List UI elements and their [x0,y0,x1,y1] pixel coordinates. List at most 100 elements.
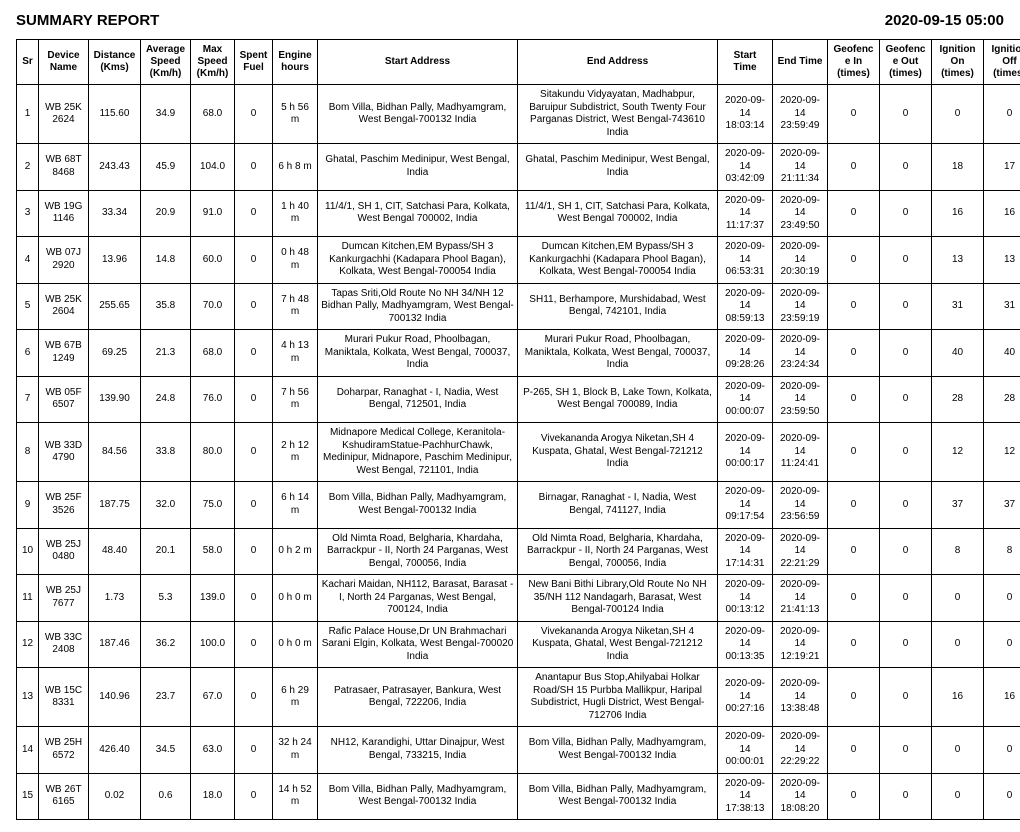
table-cell: 0 [932,621,984,668]
table-row: 8WB 33D 479084.5633.880.002 h 12 mMidnap… [17,423,1020,482]
table-cell: Midnapore Medical College, Keranitola-Ks… [318,423,518,482]
table-cell: 0 [880,85,932,144]
col-endaddr: End Address [518,40,718,85]
table-cell: 0 [828,575,880,622]
table-cell: 0 [880,773,932,820]
table-cell: 0 [235,621,273,668]
table-cell: New Bani Bithi Library,Old Route No NH 3… [518,575,718,622]
table-cell: 5 h 56 m [273,85,318,144]
table-cell: 36.2 [141,621,191,668]
table-cell: 0 [235,773,273,820]
table-cell: 140.96 [89,668,141,727]
table-cell: 0.6 [141,773,191,820]
table-cell: Bom Villa, Bidhan Pally, Madhyamgram, We… [318,85,518,144]
col-fuel: Spent Fuel [235,40,273,85]
table-cell: 0 [828,330,880,377]
table-cell: 0 [932,727,984,774]
table-cell: 69.25 [89,330,141,377]
col-ignon: Ignition On (times) [932,40,984,85]
table-cell: 7 [17,376,39,423]
table-cell: 2020-09-14 09:17:54 [718,482,773,529]
table-cell: Rafic Palace House,Dr UN Brahmachari Sar… [318,621,518,668]
table-cell: 0 [828,668,880,727]
table-cell: Dumcan Kitchen,EM Bypass/SH 3 Kankurgach… [518,237,718,284]
col-maxspeed: Max Speed (Km/h) [191,40,235,85]
table-cell: Ghatal, Paschim Medinipur, West Bengal, … [518,144,718,191]
table-cell: 0 [235,85,273,144]
col-distance: Distance (Kms) [89,40,141,85]
table-cell: Old Nimta Road, Belgharia, Khardaha, Bar… [518,528,718,575]
table-cell: 45.9 [141,144,191,191]
table-cell: 34.5 [141,727,191,774]
table-cell: 0 [828,376,880,423]
table-cell: 115.60 [89,85,141,144]
table-cell: WB 05F 6507 [39,376,89,423]
table-cell: 0 [932,575,984,622]
table-cell: 11/4/1, SH 1, CIT, Satchasi Para, Kolkat… [318,190,518,237]
table-cell: 0 [828,773,880,820]
table-cell: 31 [984,283,1020,330]
table-cell: WB 25J 0480 [39,528,89,575]
table-cell: Old Nimta Road, Belgharia, Khardaha, Bar… [318,528,518,575]
col-engine: Engine hours [273,40,318,85]
page-title: SUMMARY REPORT [16,12,159,29]
table-cell: Murari Pukur Road, Phoolbagan, Maniktala… [318,330,518,377]
table-cell: 243.43 [89,144,141,191]
table-cell: 2020-09-14 21:11:34 [773,144,828,191]
table-cell: 2020-09-14 23:59:49 [773,85,828,144]
table-cell: WB 15C 8331 [39,668,89,727]
table-cell: Patrasaer, Patrasayer, Bankura, West Ben… [318,668,518,727]
table-cell: 0 [235,727,273,774]
table-cell: 0 [984,621,1020,668]
table-cell: 187.75 [89,482,141,529]
table-cell: 0 [880,482,932,529]
table-cell: Bom Villa, Bidhan Pally, Madhyamgram, We… [518,773,718,820]
table-cell: 5 [17,283,39,330]
col-sr: Sr [17,40,39,85]
table-cell: 2020-09-14 11:17:37 [718,190,773,237]
table-cell: 0 [828,190,880,237]
table-cell: 16 [932,190,984,237]
table-cell: 2020-09-14 11:24:41 [773,423,828,482]
page-datetime: 2020-09-15 05:00 [885,12,1004,29]
table-cell: 2020-09-14 18:03:14 [718,85,773,144]
table-cell: 0 [984,575,1020,622]
table-cell: 58.0 [191,528,235,575]
table-cell: P-265, SH 1, Block B, Lake Town, Kolkata… [518,376,718,423]
table-row: 11WB 25J 76771.735.3139.000 h 0 mKachari… [17,575,1020,622]
table-cell: 2020-09-14 12:19:21 [773,621,828,668]
table-cell: 12 [984,423,1020,482]
table-cell: 75.0 [191,482,235,529]
table-cell: 20.9 [141,190,191,237]
table-cell: 33.8 [141,423,191,482]
table-row: 6WB 67B 124969.2521.368.004 h 13 mMurari… [17,330,1020,377]
table-cell: 0 [880,575,932,622]
table-cell: 0 [235,283,273,330]
table-cell: 0 h 0 m [273,621,318,668]
table-cell: Doharpar, Ranaghat - I, Nadia, West Beng… [318,376,518,423]
table-cell: WB 26T 6165 [39,773,89,820]
table-cell: 0 [880,423,932,482]
table-cell: 0 [828,482,880,529]
table-cell: 0 [880,190,932,237]
table-cell: 11 [17,575,39,622]
table-cell: WB 25F 3526 [39,482,89,529]
table-cell: 48.40 [89,528,141,575]
table-cell: 76.0 [191,376,235,423]
table-cell: 2020-09-14 23:24:34 [773,330,828,377]
table-cell: NH12, Karandighi, Uttar Dinajpur, West B… [318,727,518,774]
table-cell: 0 [235,423,273,482]
table-row: 12WB 33C 2408187.4636.2100.000 h 0 mRafi… [17,621,1020,668]
table-cell: 139.0 [191,575,235,622]
table-cell: 2020-09-14 00:00:01 [718,727,773,774]
table-cell: 0 [880,144,932,191]
table-cell: 0 [235,190,273,237]
table-cell: 8 [932,528,984,575]
table-cell: 0 h 2 m [273,528,318,575]
table-header-row: Sr Device Name Distance (Kms) Average Sp… [17,40,1020,85]
table-cell: 15 [17,773,39,820]
table-cell: 5.3 [141,575,191,622]
table-cell: 12 [17,621,39,668]
table-cell: 2 h 12 m [273,423,318,482]
table-cell: 2020-09-14 09:28:26 [718,330,773,377]
